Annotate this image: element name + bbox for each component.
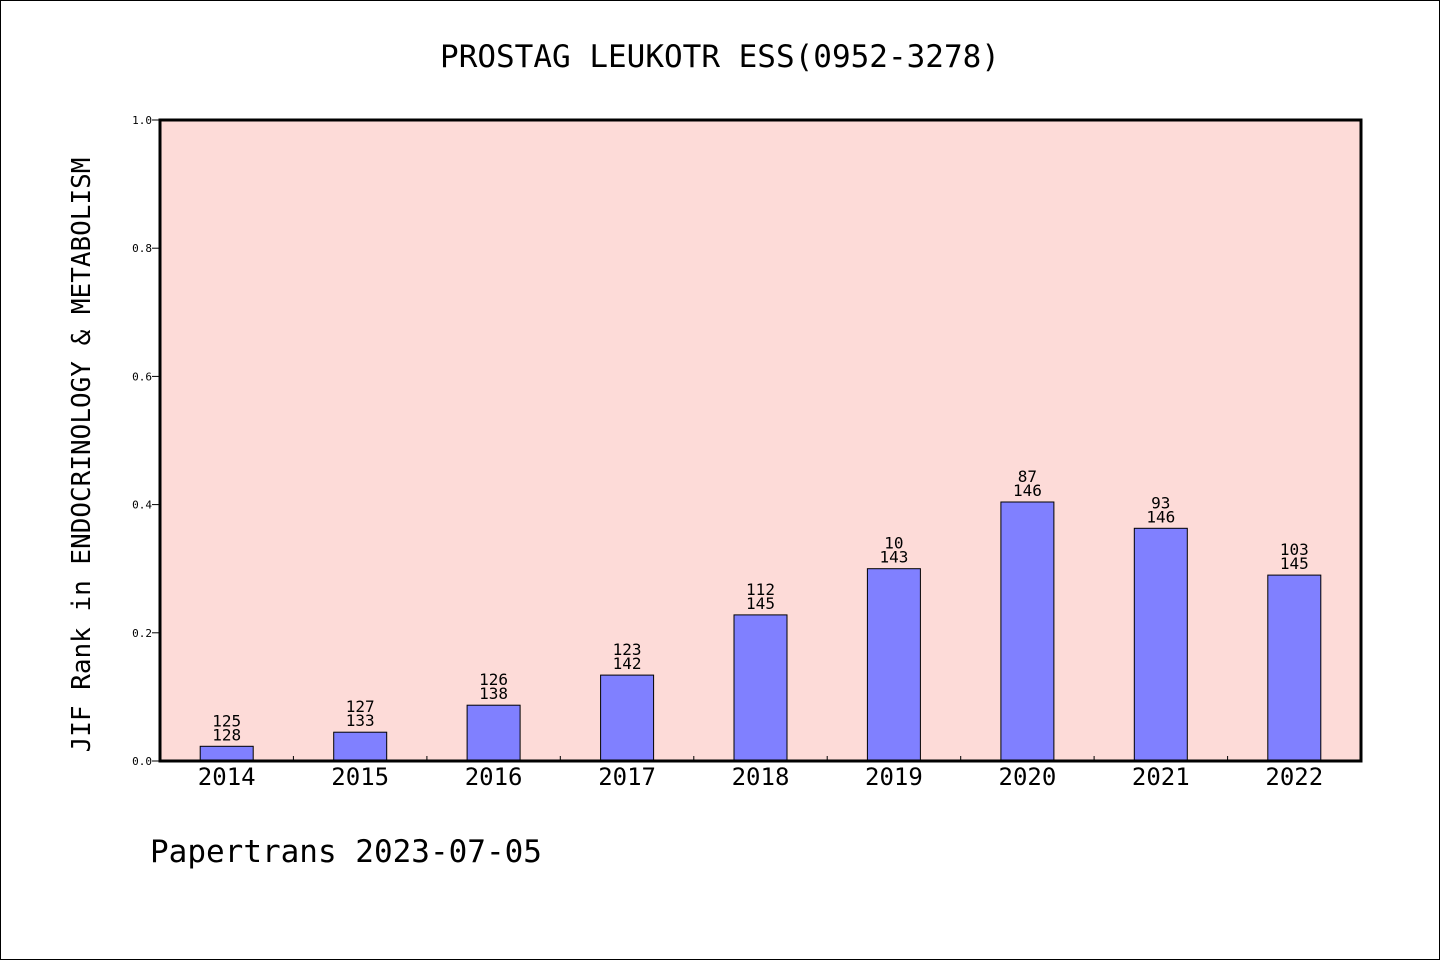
bar-2020 [1000,501,1055,762]
bar-rank-label-2018: 112 [746,580,775,599]
bar-total-label-2022: 145 [1280,554,1309,573]
bar-rank-label-2022: 103 [1280,540,1309,559]
x-tick-label-2021: 2021 [1132,763,1190,791]
bar-total-label-2020: 146 [1013,481,1042,500]
x-tick-label-2017: 2017 [598,763,656,791]
plot-border [158,118,1363,763]
bar-2018 [733,614,788,762]
bar-rank-label-2016: 126 [479,670,508,689]
bar-total-label-2018: 145 [746,594,775,613]
y-tick-label: 0.8 [132,242,152,255]
x-tick-label-2015: 2015 [331,763,389,791]
bar-total-label-2016: 138 [479,684,508,703]
x-tick-label-2018: 2018 [732,763,790,791]
y-tick-label: 0.4 [132,499,152,512]
bar-2017 [600,674,655,762]
bar-total-label-2014: 128 [212,725,241,744]
y-tick-label: 0.6 [132,370,152,383]
bar-total-label-2019: 143 [879,548,908,567]
bar-2019 [866,568,921,762]
bar-rank-label-2014: 125 [212,711,241,730]
bar-rank-label-2015: 127 [346,697,375,716]
bar-rank-label-2020: 87 [1018,467,1037,486]
x-tick-label-2022: 2022 [1265,763,1323,791]
x-tick-label-2019: 2019 [865,763,923,791]
bar-2022 [1267,574,1322,762]
y-tick-label: 1.0 [132,114,152,127]
bars-layer: 1251281271331261381231421121451014387146… [199,467,1322,762]
ticks-layer: 2014 2015 2016 2017 2018 2019 2020 2021 2022 0.0 0… [132,114,1323,791]
bar-2021 [1133,527,1188,762]
bar-total-label-2015: 133 [346,711,375,730]
x-tick-label-2014: 2014 [198,763,256,791]
bar-2016 [466,704,521,762]
y-tick-label: 0.0 [132,755,152,768]
bar-total-label-2021: 146 [1146,507,1175,526]
y-tick-label: 0.2 [132,627,152,640]
bar-rank-label-2017: 123 [613,640,642,659]
x-tick-label-2020: 2020 [999,763,1057,791]
bar-rank-label-2021: 93 [1151,493,1170,512]
y-axis-label: JIF Rank in ENDOCRINOLOGY & METABOLISM [67,158,97,753]
bar-2014 [199,745,254,762]
x-tick-label-2016: 2016 [465,763,523,791]
bar-rank-label-2019: 10 [884,534,903,553]
bar-2015 [333,731,388,762]
footer-text: Papertrans 2023-07-05 [150,834,542,870]
bar-total-label-2017: 142 [613,654,642,673]
chart-title: PROSTAG LEUKOTR ESS(0952-3278) [440,39,1000,75]
